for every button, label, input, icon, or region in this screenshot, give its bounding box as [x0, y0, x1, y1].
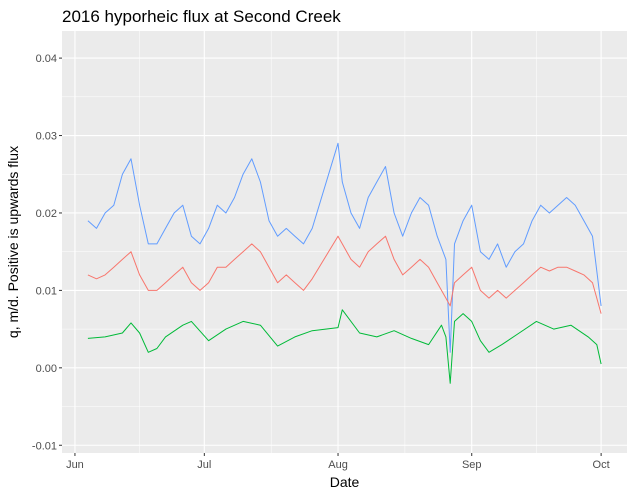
y-tick-label: 0.01: [36, 285, 57, 297]
y-tick-label: 0.00: [36, 363, 57, 375]
x-axis: Jun Jul Aug Sep Oct: [66, 453, 610, 471]
y-tick-label: 0.02: [36, 208, 57, 220]
x-tick-label: Sep: [462, 459, 482, 471]
grid-minor: [62, 31, 627, 453]
x-tick-label: Jun: [66, 459, 84, 471]
y-tick-label: 0.03: [36, 131, 57, 143]
x-tick-label: Oct: [593, 459, 610, 471]
x-tick-label: Jul: [197, 459, 211, 471]
series-layer: [87, 142, 602, 384]
y-axis-title: q, m/d. Positive is upwards flux: [5, 146, 21, 338]
x-tick-label: Aug: [328, 459, 348, 471]
x-axis-title: Date: [330, 474, 360, 490]
chart-title: 2016 hyporheic flux at Second Creek: [62, 7, 341, 26]
y-tick-label: -0.01: [32, 440, 57, 452]
y-tick-label: 0.04: [36, 53, 57, 65]
series-line-3: [87, 309, 602, 384]
plot-panel: [62, 31, 627, 453]
y-axis: -0.01 0.00 0.01 0.02 0.03 0.04: [32, 53, 62, 452]
series-line-1: [87, 142, 602, 353]
series-line-2: [87, 235, 602, 314]
